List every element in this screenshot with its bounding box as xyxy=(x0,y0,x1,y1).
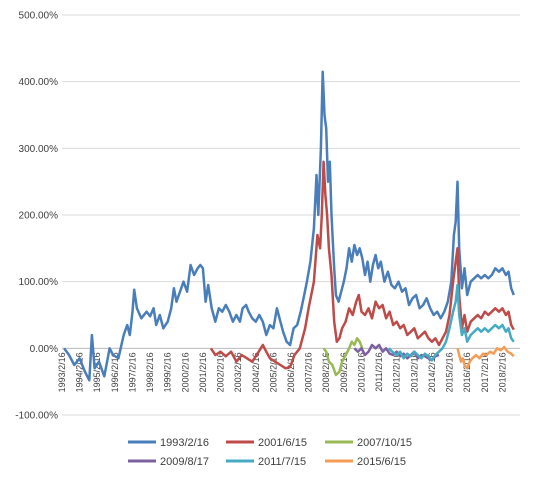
legend-label: 2009/8/17 xyxy=(160,456,209,468)
x-tick-label: 2002/2/16 xyxy=(216,352,226,392)
series-line-6 xyxy=(456,345,515,370)
x-tick-label: 1993/2/16 xyxy=(57,352,67,392)
x-tick-label: 1994/2/16 xyxy=(75,352,85,392)
x-tick-label: 1999/2/16 xyxy=(163,352,173,392)
series-line-1 xyxy=(63,70,515,382)
x-tick-label: 2003/2/16 xyxy=(233,352,243,392)
y-axis: -100.00% 0.00% 100.00% 200.00% 300.00% 400.00… xyxy=(15,11,58,422)
x-tick-label: 1997/2/16 xyxy=(127,352,137,392)
series-line-2 xyxy=(209,160,515,370)
series-line-4 xyxy=(353,343,440,362)
x-tick-label: 2013/2/16 xyxy=(409,352,419,392)
x-tick-label: 2012/2/16 xyxy=(392,352,402,392)
x-tick-label: 2001/2/16 xyxy=(198,352,208,392)
x-tick-label: 2014/2/16 xyxy=(427,352,437,392)
x-tick-label: 2015/2/16 xyxy=(445,352,455,392)
legend-label: 2011/7/15 xyxy=(258,456,306,468)
x-tick-label: 2017/2/16 xyxy=(480,352,490,392)
x-tick-label: 2005/2/16 xyxy=(268,352,278,392)
legend-label: 1993/2/16 xyxy=(160,437,209,449)
x-tick-label: 2018/2/16 xyxy=(497,352,507,392)
x-tick-label: 2004/2/16 xyxy=(251,352,261,392)
y-tick-label: 0.00% xyxy=(30,344,58,355)
x-tick-label: 2007/2/16 xyxy=(304,352,314,392)
x-tick-label: 2006/2/16 xyxy=(286,352,296,392)
y-tick-label: -100.00% xyxy=(15,411,58,422)
y-tick-label: 100.00% xyxy=(19,277,59,288)
x-tick-label: 2009/2/16 xyxy=(339,352,349,392)
legend: 1993/2/16 2001/6/15 2007/10/15 2009/8/17 201… xyxy=(128,437,412,468)
series-line-5 xyxy=(387,283,515,362)
x-tick-label: 1995/2/16 xyxy=(92,352,102,392)
x-tick-label: 2011/2/16 xyxy=(374,352,384,391)
series-lines xyxy=(63,70,515,382)
x-tick-label: 1998/2/16 xyxy=(145,352,155,392)
y-tick-label: 400.00% xyxy=(19,77,59,88)
x-tick-label: 2000/2/16 xyxy=(180,352,190,392)
x-axis: 1993/2/16 1994/2/16 1995/2/16 1996/2/16 1997… xyxy=(57,347,520,392)
y-tick-label: 500.00% xyxy=(19,11,59,22)
series-line-3 xyxy=(322,337,364,377)
legend-label: 2007/10/15 xyxy=(357,437,412,449)
x-tick-label: 2010/2/16 xyxy=(356,352,366,392)
legend-label: 2015/6/15 xyxy=(357,456,406,468)
y-tick-label: 200.00% xyxy=(19,211,59,222)
y-tick-label: 300.00% xyxy=(19,144,59,155)
x-tick-label: 1996/2/16 xyxy=(110,352,120,392)
legend-label: 2001/6/15 xyxy=(258,437,307,449)
x-tick-label: 2008/2/16 xyxy=(321,352,331,392)
x-tick-label: 2016/2/16 xyxy=(462,352,472,392)
